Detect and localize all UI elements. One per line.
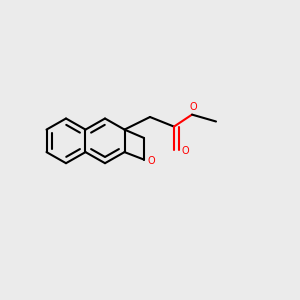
Text: O: O xyxy=(147,156,154,166)
Text: O: O xyxy=(190,102,197,112)
Text: O: O xyxy=(182,146,189,157)
